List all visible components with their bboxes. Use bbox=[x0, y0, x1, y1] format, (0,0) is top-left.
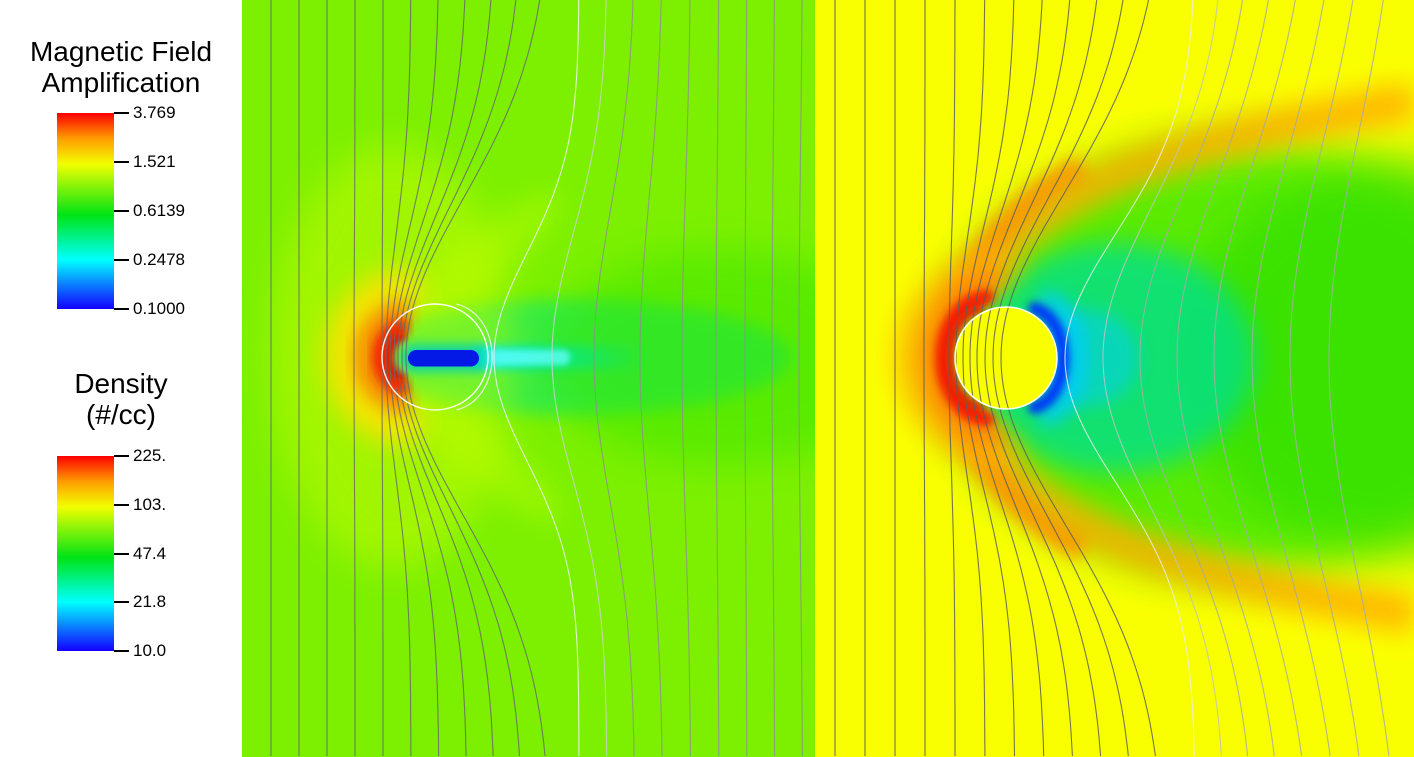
field-line bbox=[1289, 0, 1360, 757]
field-line bbox=[381, 0, 384, 756]
legend-title-line: Density bbox=[74, 368, 168, 399]
legend-title-magnetic-field: Magnetic Field Amplification bbox=[0, 36, 242, 98]
shock-wing-upper bbox=[411, 192, 561, 320]
legend-title-density: Density (#/cc) bbox=[0, 368, 242, 430]
field-line bbox=[948, 0, 956, 756]
field-line bbox=[1213, 0, 1303, 757]
tick-label: 103. bbox=[133, 494, 167, 514]
colorbar-magnetic-field bbox=[57, 113, 114, 309]
tick-mark bbox=[114, 259, 129, 261]
legend-title-line: Magnetic Field bbox=[29, 36, 213, 67]
tick-mark bbox=[114, 503, 129, 506]
field-line bbox=[992, 0, 1129, 757]
low-field-core bbox=[408, 350, 479, 367]
tick-mark bbox=[114, 308, 129, 310]
tick-mark bbox=[114, 552, 129, 555]
tick-label: 0.6139 bbox=[133, 201, 185, 220]
sheath-orange bbox=[917, 270, 1004, 446]
field-line bbox=[405, 0, 546, 757]
tick-mark bbox=[114, 161, 129, 163]
tick-label: 3.769 bbox=[133, 103, 176, 122]
tick-mark bbox=[114, 112, 129, 114]
tick-label: 0.2478 bbox=[133, 250, 185, 269]
field-line bbox=[1251, 0, 1331, 757]
tick-mark bbox=[114, 210, 129, 212]
render-view-density[interactable] bbox=[815, 0, 1414, 757]
tick-label: 10.0 bbox=[133, 641, 167, 660]
obstacle-contour-right bbox=[954, 306, 1058, 410]
legend-title-line: (#/cc) bbox=[86, 399, 156, 430]
shock-crescent-yellow bbox=[325, 268, 424, 446]
field-line bbox=[744, 0, 748, 756]
tick-mark bbox=[114, 650, 129, 652]
field-line bbox=[397, 0, 494, 757]
shock-crescent-red bbox=[371, 318, 410, 396]
field-line bbox=[593, 0, 635, 757]
field-line bbox=[401, 0, 521, 757]
tick-mark bbox=[114, 601, 129, 604]
tick-label: 47.4 bbox=[133, 543, 167, 563]
field-line bbox=[771, 0, 776, 757]
tick-label: 225. bbox=[133, 446, 167, 465]
rarefaction-blue-crescent bbox=[1028, 302, 1070, 414]
colorbar-wrap-density: 225. 103. 47.4 21.8 10.0 bbox=[57, 446, 242, 660]
colorbar-wrap-magnetic-field: 3.769 1.521 0.6139 0.2478 0.1000 bbox=[57, 103, 242, 318]
field-line bbox=[389, 0, 440, 757]
tick-mark bbox=[114, 455, 129, 457]
field-line bbox=[715, 0, 720, 756]
field-line bbox=[1064, 0, 1195, 757]
field-line bbox=[353, 0, 356, 756]
wake-outer bbox=[547, 249, 815, 465]
field-line bbox=[955, 0, 986, 756]
legend-sidebar: Magnetic Field Amplification 3.769 1.521 0… bbox=[0, 0, 242, 757]
field-lines-right bbox=[834, 0, 1390, 757]
field-line bbox=[1328, 0, 1390, 757]
tick-label: 1.521 bbox=[133, 152, 176, 171]
field-lines-left bbox=[270, 0, 803, 757]
colorbar-density bbox=[57, 456, 114, 651]
field-line bbox=[976, 0, 1073, 757]
field-line bbox=[1139, 0, 1249, 757]
field-line bbox=[969, 0, 1045, 757]
field-line bbox=[393, 0, 467, 757]
field-line bbox=[923, 0, 926, 756]
shock-wing-lower bbox=[411, 394, 561, 522]
field-line bbox=[1000, 0, 1156, 757]
sheath-red-core bbox=[945, 304, 985, 412]
wake-contour-arc bbox=[456, 303, 493, 411]
field-line bbox=[551, 0, 608, 757]
field-line bbox=[798, 0, 803, 756]
field-line bbox=[639, 0, 663, 757]
field-line bbox=[984, 0, 1102, 757]
field-line bbox=[681, 0, 691, 756]
shock-crescent-orange bbox=[354, 300, 413, 414]
tick-label: 21.8 bbox=[133, 592, 167, 612]
field-line bbox=[493, 0, 580, 756]
field-line bbox=[1176, 0, 1275, 757]
field-line bbox=[1102, 0, 1222, 757]
wake-far bbox=[1179, 163, 1414, 553]
obstacle-disc bbox=[955, 307, 1057, 409]
field-line bbox=[962, 0, 1016, 757]
shock-crescent-red-core bbox=[384, 331, 407, 383]
obstacle-contour-left bbox=[381, 303, 489, 411]
sheath-amber bbox=[896, 248, 1018, 468]
tick-label: 0.1000 bbox=[133, 299, 185, 318]
legend-title-line: Amplification bbox=[41, 67, 201, 98]
render-view-magnetic-field[interactable] bbox=[242, 0, 815, 757]
cyan-wake-streak-bright bbox=[478, 350, 570, 365]
